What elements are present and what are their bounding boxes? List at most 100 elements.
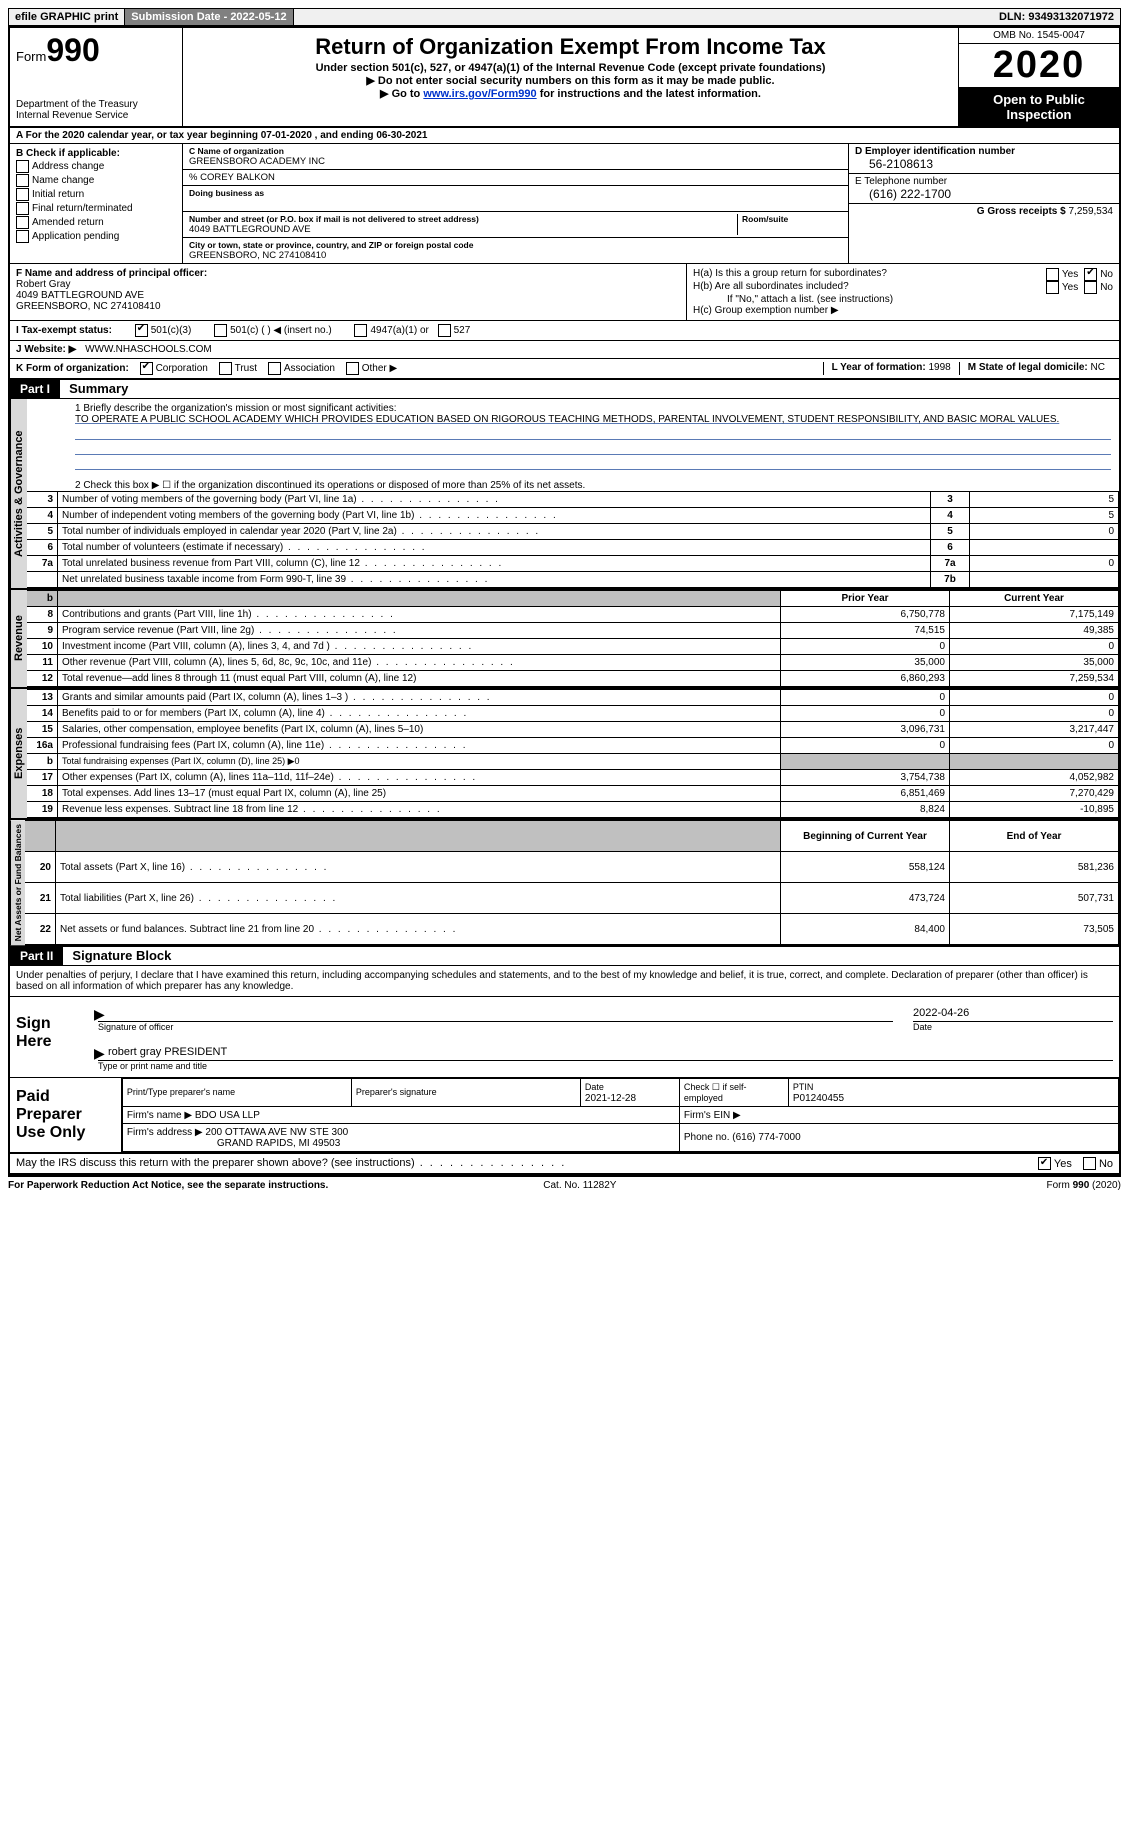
ptin-label: PTIN xyxy=(793,1082,814,1092)
table-row: 18Total expenses. Add lines 13–17 (must … xyxy=(27,786,1119,802)
h-a-yes[interactable]: Yes xyxy=(1046,268,1078,281)
form-subtitle: Under section 501(c), 527, or 4947(a)(1)… xyxy=(191,62,950,74)
firm-addr-label: Firm's address ▶ xyxy=(127,1127,203,1138)
revenue-table: bPrior YearCurrent Year 8Contributions a… xyxy=(27,590,1119,687)
form-title: Return of Organization Exempt From Incom… xyxy=(191,34,950,60)
table-row: 8Contributions and grants (Part VIII, li… xyxy=(27,607,1119,623)
ein-value: 56-2108613 xyxy=(855,157,1113,171)
penalty-text: Under penalties of perjury, I declare th… xyxy=(10,966,1119,997)
efile-label[interactable]: efile GRAPHIC print xyxy=(9,9,125,25)
sign-fields: ▶ Signature of officer 2022-04-26 Date ▶… xyxy=(92,997,1119,1077)
paid-preparer-label: Paid Preparer Use Only xyxy=(10,1078,122,1152)
org-name-label: C Name of organization xyxy=(189,146,842,156)
box-f: F Name and address of principal officer:… xyxy=(10,264,687,320)
name-title-value: robert gray PRESIDENT xyxy=(108,1046,227,1058)
box-d: D Employer identification number 56-2108… xyxy=(848,144,1119,263)
form-prefix: Form xyxy=(16,49,46,64)
mission-block: 1 Briefly describe the organization's mi… xyxy=(27,399,1119,470)
section-governance: Activities & Governance 1 Briefly descri… xyxy=(10,399,1119,590)
omb-number: OMB No. 1545-0047 xyxy=(959,28,1119,44)
chk-4947[interactable]: 4947(a)(1) or xyxy=(354,325,428,336)
phone-value: (616) 222-1700 xyxy=(855,187,1113,201)
goto-note: Go to www.irs.gov/Form990 for instructio… xyxy=(191,87,950,100)
table-row: Net unrelated business taxable income fr… xyxy=(27,572,1119,588)
officer-addr2: GREENSBORO, NC 274108410 xyxy=(16,301,161,312)
chk-initial-return[interactable]: Initial return xyxy=(16,188,176,201)
may-irs-label: May the IRS discuss this return with the… xyxy=(16,1157,566,1170)
firm-ein-label: Firm's EIN ▶ xyxy=(679,1107,1118,1124)
sig-date-label: Date xyxy=(913,1022,1113,1032)
city-value: GREENSBORO, NC 274108410 xyxy=(189,250,842,261)
table-row: 6Total number of volunteers (estimate if… xyxy=(27,540,1119,556)
expenses-table: 13Grants and similar amounts paid (Part … xyxy=(27,689,1119,818)
chk-address-change[interactable]: Address change xyxy=(16,160,176,173)
line-a-period: A For the 2020 calendar year, or tax yea… xyxy=(10,128,1119,144)
part1-tag: Part I xyxy=(10,380,60,398)
h-b-note: If "No," attach a list. (see instruction… xyxy=(693,294,1113,305)
table-row: 15Salaries, other compensation, employee… xyxy=(27,722,1119,738)
form-990-number: 990 xyxy=(46,32,99,68)
chk-final-return[interactable]: Final return/terminated xyxy=(16,202,176,215)
city-label: City or town, state or province, country… xyxy=(189,240,842,250)
part2-tag: Part II xyxy=(10,947,63,965)
line-j-label: J Website: ▶ xyxy=(16,344,76,355)
h-b-yes[interactable]: Yes xyxy=(1046,281,1078,294)
line-l-value: 1998 xyxy=(928,362,950,373)
box-c: C Name of organization GREENSBORO ACADEM… xyxy=(183,144,848,263)
line-i: I Tax-exempt status: 501(c)(3) 501(c) ( … xyxy=(10,321,1119,341)
h-b-no[interactable]: No xyxy=(1084,281,1113,294)
form-number: Form990 xyxy=(16,32,176,69)
chk-527[interactable]: 527 xyxy=(438,325,471,336)
line-k: K Form of organization: Corporation Trus… xyxy=(10,359,1119,380)
may-irs-no[interactable]: No xyxy=(1083,1158,1113,1170)
table-row: 14Benefits paid to or for members (Part … xyxy=(27,706,1119,722)
table-row: 13Grants and similar amounts paid (Part … xyxy=(27,690,1119,706)
header-left: Form990 Department of the Treasury Inter… xyxy=(10,28,183,126)
q1-value: TO OPERATE A PUBLIC SCHOOL ACADEMY WHICH… xyxy=(75,414,1111,425)
sign-here-label: Sign Here xyxy=(10,997,92,1077)
chk-application-pending[interactable]: Application pending xyxy=(16,230,176,243)
ptin-value: P01240455 xyxy=(793,1093,844,1104)
website-value: WWW.NHASCHOOLS.COM xyxy=(85,344,212,355)
top-toolbar: efile GRAPHIC print Submission Date - 20… xyxy=(8,8,1121,26)
tab-revenue: Revenue xyxy=(10,590,27,687)
chk-other[interactable]: Other ▶ xyxy=(346,363,397,374)
chk-amended-return[interactable]: Amended return xyxy=(16,216,176,229)
part1-bar: Part I Summary xyxy=(10,380,1119,399)
line-m-label: M State of legal domicile: xyxy=(968,362,1088,373)
chk-name-change[interactable]: Name change xyxy=(16,174,176,187)
table-row: 22Net assets or fund balances. Subtract … xyxy=(25,914,1119,945)
table-row: 16aProfessional fundraising fees (Part I… xyxy=(27,738,1119,754)
h-a-no[interactable]: No xyxy=(1084,268,1113,281)
firm-name-label: Firm's name ▶ xyxy=(127,1110,192,1121)
firm-addr1: 200 OTTAWA AVE NW STE 300 xyxy=(205,1127,348,1138)
table-row: 20Total assets (Part X, line 16)558,1245… xyxy=(25,852,1119,883)
form-ref: Form 990 (2020) xyxy=(1046,1180,1121,1191)
chk-corporation[interactable]: Corporation xyxy=(140,363,208,374)
irs-link[interactable]: www.irs.gov/Form990 xyxy=(423,88,536,100)
chk-association[interactable]: Association xyxy=(268,363,335,374)
prep-self-label[interactable]: Check ☐ if self-employed xyxy=(679,1079,788,1107)
h-b-label: H(b) Are all subordinates included? xyxy=(693,281,1046,294)
officer-addr1: 4049 BATTLEGROUND AVE xyxy=(16,290,144,301)
table-row: 7aTotal unrelated business revenue from … xyxy=(27,556,1119,572)
table-row: 10Investment income (Part VIII, column (… xyxy=(27,639,1119,655)
prep-sig-label: Preparer's signature xyxy=(356,1087,437,1097)
q1-label: 1 Briefly describe the organization's mi… xyxy=(75,403,1111,414)
line-l-label: L Year of formation: xyxy=(832,362,926,373)
open-to-public: Open to Public Inspection xyxy=(959,88,1119,126)
part1-title: Summary xyxy=(63,381,128,396)
may-irs-row: May the IRS discuss this return with the… xyxy=(10,1154,1119,1175)
chk-501c[interactable]: 501(c) ( ) ◀ (insert no.) xyxy=(214,325,332,336)
footer: For Paperwork Reduction Act Notice, see … xyxy=(8,1177,1121,1194)
table-row: 5Total number of individuals employed in… xyxy=(27,524,1119,540)
chk-trust[interactable]: Trust xyxy=(219,363,257,374)
care-of: % COREY BALKON xyxy=(183,170,848,186)
governance-table: 3Number of voting members of the governi… xyxy=(27,491,1119,588)
submission-date-button[interactable]: Submission Date - 2022-05-12 xyxy=(125,9,293,25)
officer-name: Robert Gray xyxy=(16,279,70,290)
net-assets-table: Beginning of Current YearEnd of Year 20T… xyxy=(25,820,1119,945)
dba-label: Doing business as xyxy=(189,188,842,198)
may-irs-yes[interactable]: Yes xyxy=(1038,1158,1072,1170)
chk-501c3[interactable]: 501(c)(3) xyxy=(135,325,192,336)
